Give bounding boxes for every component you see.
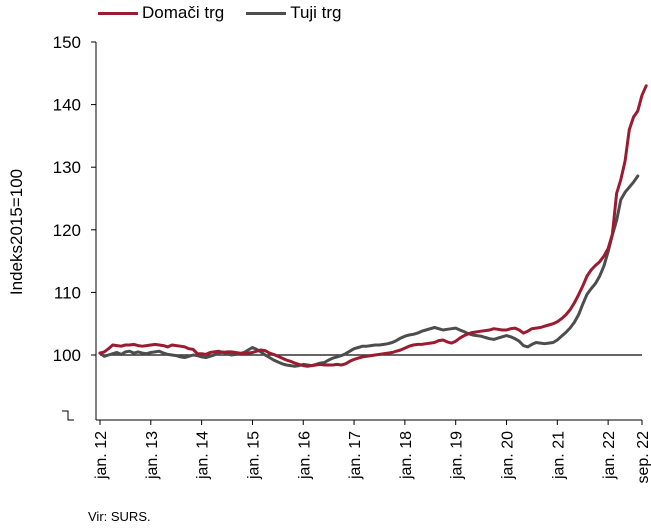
x-tick-label: jan. 12: [93, 431, 110, 480]
legend-item-foreign: Tuji trg: [246, 3, 342, 23]
legend-swatch-foreign: [246, 11, 287, 15]
y-tick-label: 130: [53, 158, 81, 177]
chart-legend: Domači trg Tuji trg: [98, 3, 364, 23]
x-tick-label: jan. 20: [500, 431, 517, 480]
y-axis-label: Indeks2015=100: [7, 169, 26, 295]
y-tick-label: 100: [53, 346, 81, 365]
x-tick-label: jan. 16: [296, 431, 313, 480]
legend-label-domestic: Domači trg: [142, 3, 225, 22]
x-tick-label: jan. 15: [245, 431, 262, 480]
x-tick-label: jan. 13: [144, 431, 161, 480]
x-tick-label: jan. 17: [347, 431, 364, 480]
y-tick-label: 120: [53, 221, 81, 240]
series-line-domestic: [98, 84, 648, 368]
x-tick-label: jan. 21: [550, 431, 567, 480]
axis-break-mark: [62, 410, 74, 421]
legend-label-foreign: Tuji trg: [290, 3, 342, 22]
x-tick-label: sep. 22: [635, 431, 651, 484]
x-tick-label: jan. 19: [449, 431, 466, 480]
x-tick-label: jan. 14: [195, 431, 212, 480]
y-tick-label: 110: [54, 283, 81, 302]
y-tick-label: 150: [53, 33, 81, 52]
x-tick-label: jan. 18: [398, 431, 415, 480]
source-note: Vir: SURS.: [88, 509, 151, 524]
y-tick-label: 140: [53, 96, 81, 115]
legend-swatch-domestic: [98, 11, 138, 15]
series-line-foreign: [98, 174, 640, 368]
x-tick-label: jan. 22: [601, 431, 618, 480]
legend-item-domestic: Domači trg: [98, 3, 224, 23]
